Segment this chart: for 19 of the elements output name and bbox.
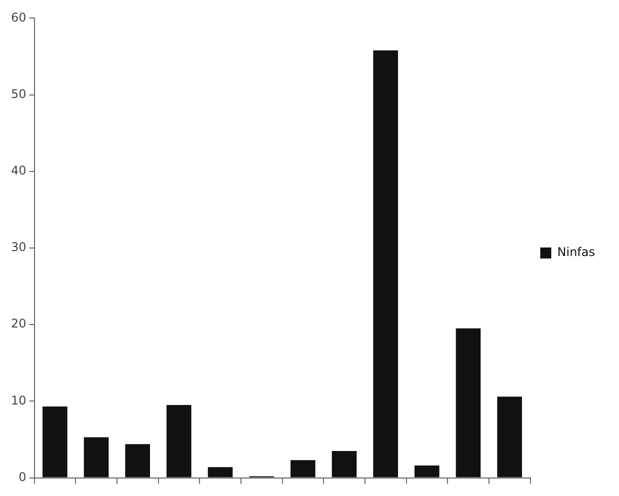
y-tick-label: 20 — [10, 316, 26, 331]
y-tick-label: 30 — [10, 240, 26, 254]
bar — [84, 437, 109, 478]
y-tick-label: 10 — [10, 393, 26, 408]
y-tick-label: 60 — [10, 10, 26, 24]
bar — [414, 466, 440, 478]
bar — [125, 444, 150, 478]
bar — [332, 450, 357, 478]
y-tick-label: 40 — [10, 164, 26, 178]
y-tick-label: 50 — [10, 86, 26, 101]
bar — [166, 405, 192, 478]
bar — [42, 406, 68, 478]
bar — [497, 396, 522, 478]
bar — [456, 328, 481, 478]
bar — [373, 50, 398, 478]
legend-label: Ninfas — [557, 245, 596, 260]
bar — [290, 460, 316, 478]
bar — [208, 467, 233, 478]
y-tick-label: 0 — [18, 470, 26, 484]
